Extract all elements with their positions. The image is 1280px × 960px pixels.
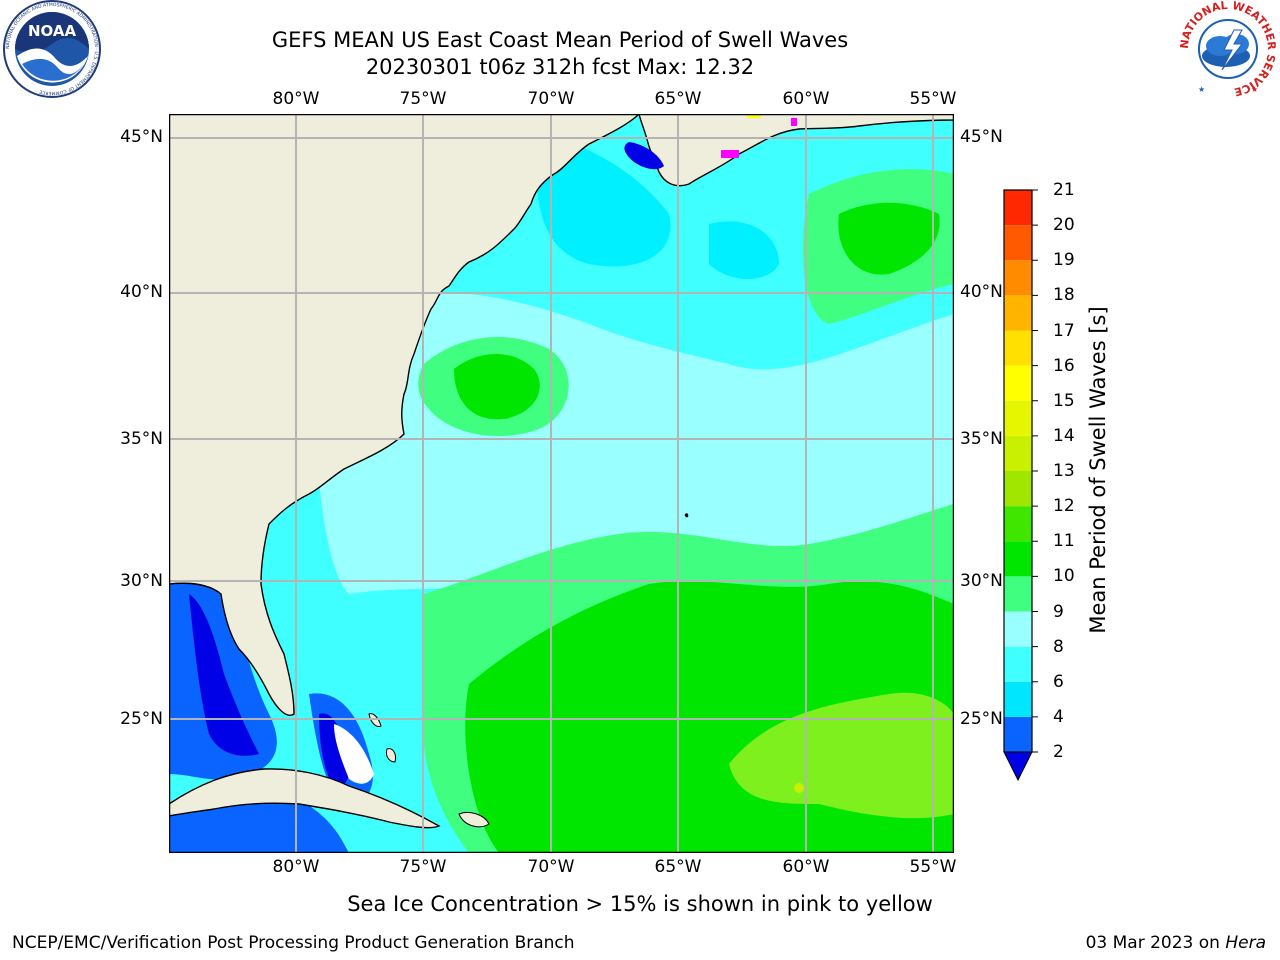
lat-label-right-25n: 25°N [960,709,1003,729]
island-bahamas-1 [368,713,382,727]
colorbar-bin-13 [1004,435,1032,471]
colorbar-tick-label-4: 4 [1053,706,1064,727]
lon-label-top-60w: 60°W [782,89,830,109]
swell-period-map [169,114,954,853]
colorbar-label: Mean Period of Swell Waves [s] [1086,306,1110,634]
svg-text:★: ★ [1198,85,1205,94]
lat-label-left-40n: 40°N [120,282,163,302]
colorbar-tick-label-14: 14 [1053,425,1075,446]
swell-zone-11-12s [729,692,954,819]
lon-label-top-80w: 80°W [272,89,320,109]
lon-label-top-70w: 70°W [527,89,575,109]
lat-label-left-35n: 35°N [120,429,163,449]
lon-label-bottom-60w: 60°W [782,857,830,877]
land-cuba [169,768,441,829]
colorbar-bin-6 [1004,646,1032,682]
colorbar-tick-label-13: 13 [1053,461,1075,481]
colorbar-bin-11 [1004,506,1032,542]
lon-label-bottom-70w: 70°W [527,857,575,877]
svg-text:★: ★ [1251,85,1258,94]
colorbar-bin-2 [1004,716,1032,752]
swell-zone-6-8s-coast [536,134,671,267]
bahamas-zone-lt2s [319,713,350,787]
land-canada [638,114,954,187]
lat-label-left-45n: 45°N [120,127,163,147]
lon-label-bottom-65w: 65°W [654,857,702,877]
gulf-zone-lt2s [189,594,259,756]
footer-date-text: 03 Mar 2023 on [1085,933,1220,953]
colorbar-bin-4 [1004,681,1032,717]
colorbar-bin-10 [1004,541,1032,577]
colorbar-tick-label-8: 8 [1053,636,1064,657]
colorbar-tick-label-18: 18 [1053,285,1075,306]
colorbar-extend-arrow [1003,751,1033,782]
lat-label-left-25n: 25°N [120,709,163,729]
colorbar-bin-19 [1004,225,1032,261]
land-us [169,114,640,716]
colorbar-tick-label-6: 6 [1053,671,1064,692]
noaa-logo-text: NOAA [28,22,77,40]
lon-label-bottom-75w: 75°W [399,857,447,877]
island-hispaniola [458,811,490,828]
lon-label-top-75w: 75°W [399,89,447,109]
colorbar-tick-label-16: 16 [1053,355,1075,376]
sea-ice-note: Sea Ice Concentration > 15% is shown in … [0,891,1280,917]
colorbar-bin-9 [1004,576,1032,612]
colorbar-tick-label-2: 2 [1053,742,1064,762]
lon-label-top-55w: 55°W [909,89,957,109]
colorbar-bin-15 [1004,365,1032,401]
sea-ice-patch-3 [747,114,761,118]
footer-credit: NCEP/EMC/Verification Post Processing Pr… [12,933,575,953]
chart-subtitle: 20230301 t06z 312h fcst Max: 12.32 [365,55,755,79]
island-bermuda [684,513,689,518]
island-bahamas-2 [386,748,396,763]
colorbar-tick-label-10: 10 [1053,566,1075,587]
footer-machine: Hera [1225,933,1266,953]
lon-label-top-65w: 65°W [654,89,702,109]
colorbar-bin-18 [1004,260,1032,296]
sea-ice-note-text: Sea Ice Concentration > 15% is shown in … [347,892,933,916]
chart-title: GEFS MEAN US East Coast Mean Period of S… [271,28,849,52]
colorbar-tick-label-9: 9 [1053,601,1064,622]
swell-max-point [794,783,804,793]
sea-ice-patch-1 [721,150,739,158]
colorbar-bin-12 [1004,471,1032,507]
swell-zone-10-11s-mid [454,354,540,420]
footer-date: 03 Mar 2023 on Hera [1086,933,1266,953]
colorbar-bin-20 [1004,190,1032,226]
bay-of-fundy [624,142,664,170]
lon-label-bottom-80w: 80°W [272,857,320,877]
map-grid [169,114,954,853]
colorbar-tick-label-12: 12 [1053,496,1075,517]
sea-ice-patch-2 [791,118,797,126]
colorbar-bin-17 [1004,295,1032,331]
colorbar-tick-label-17: 17 [1053,320,1075,341]
colorbar-tick-label-19: 19 [1053,250,1075,271]
lat-label-right-40n: 40°N [960,282,1003,302]
colorbar-bin-16 [1004,330,1032,366]
lon-label-bottom-55w: 55°W [909,857,957,877]
swell-zone-10-11s-ne [838,202,940,275]
colorbar-tick-label-20: 20 [1053,215,1075,236]
nws-logo: NATIONAL WEATHER SERVICE ★ ★ [1178,0,1278,98]
colorbar-bin-14 [1004,400,1032,436]
colorbar [1003,189,1038,782]
lat-label-right-35n: 35°N [960,429,1003,449]
colorbar-tick-label-21: 21 [1053,180,1075,200]
lat-label-right-30n: 30°N [960,571,1003,591]
colorbar-tick-label-15: 15 [1053,390,1075,411]
swell-zone-6-8s-ne-coast [709,221,779,279]
colorbar-tick-label-11: 11 [1053,531,1075,552]
lat-label-left-30n: 30°N [120,571,163,591]
bahamas-shallow [334,724,374,784]
noaa-logo: NOAA NATIONAL OCEANIC AND ATMOSPHERIC AD… [3,0,101,98]
colorbar-bin-8 [1004,611,1032,647]
lat-label-right-45n: 45°N [960,127,1003,147]
